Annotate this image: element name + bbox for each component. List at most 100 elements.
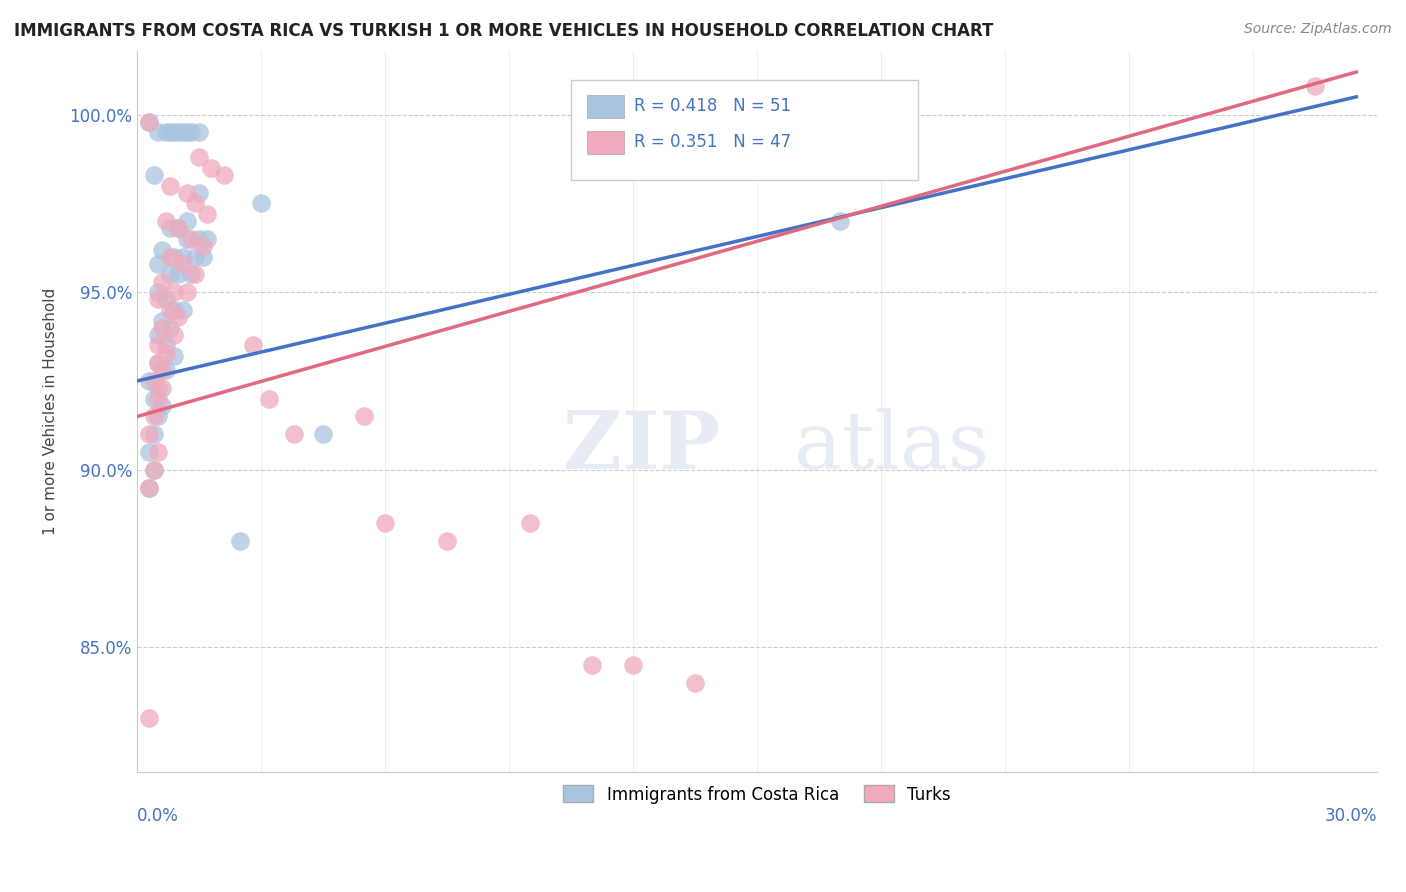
Point xyxy=(146,257,169,271)
Point xyxy=(167,221,190,235)
Text: 30.0%: 30.0% xyxy=(1324,807,1376,825)
Point xyxy=(167,268,190,282)
Point xyxy=(155,363,177,377)
Point xyxy=(150,275,173,289)
Point xyxy=(146,338,169,352)
Point xyxy=(142,409,165,424)
Point xyxy=(138,114,160,128)
Point xyxy=(212,168,235,182)
Point xyxy=(146,356,169,370)
FancyBboxPatch shape xyxy=(571,79,918,180)
Point xyxy=(195,232,218,246)
Point xyxy=(159,320,181,334)
Point xyxy=(150,363,173,377)
Point xyxy=(259,392,281,406)
Point xyxy=(180,125,202,139)
Point xyxy=(159,268,181,282)
Point xyxy=(283,427,305,442)
Text: R = 0.418   N = 51: R = 0.418 N = 51 xyxy=(634,97,792,115)
Text: Source: ZipAtlas.com: Source: ZipAtlas.com xyxy=(1244,22,1392,37)
Point xyxy=(242,338,264,352)
Point xyxy=(180,268,202,282)
Point xyxy=(180,232,202,246)
Point xyxy=(150,313,173,327)
Point xyxy=(138,427,160,442)
Text: atlas: atlas xyxy=(794,409,990,486)
Point xyxy=(184,250,207,264)
Point xyxy=(172,125,194,139)
Point xyxy=(200,161,222,175)
Point xyxy=(150,243,173,257)
Point xyxy=(172,302,194,317)
Point xyxy=(146,285,169,300)
Point xyxy=(167,310,190,324)
Point xyxy=(146,327,169,342)
Point xyxy=(353,409,375,424)
Point xyxy=(436,533,458,548)
Point xyxy=(828,214,851,228)
Point xyxy=(193,250,215,264)
Point xyxy=(150,320,173,334)
Point xyxy=(188,150,211,164)
Point xyxy=(146,293,169,307)
Point xyxy=(188,125,211,139)
Point xyxy=(167,221,190,235)
Point xyxy=(167,125,190,139)
Point xyxy=(163,302,186,317)
Point xyxy=(142,392,165,406)
Point xyxy=(155,338,177,352)
Point xyxy=(312,427,335,442)
Point xyxy=(142,374,165,388)
Point xyxy=(155,345,177,359)
Point xyxy=(155,293,177,307)
Point xyxy=(142,427,165,442)
Point xyxy=(172,257,194,271)
Point xyxy=(184,268,207,282)
Point xyxy=(159,221,181,235)
Point xyxy=(146,125,169,139)
Point xyxy=(146,356,169,370)
Text: ZIP: ZIP xyxy=(562,409,720,486)
Point xyxy=(159,125,181,139)
Point xyxy=(146,409,169,424)
Point xyxy=(138,481,160,495)
Point xyxy=(621,658,644,673)
Point xyxy=(163,285,186,300)
Point xyxy=(146,381,169,395)
FancyBboxPatch shape xyxy=(588,131,624,153)
Point xyxy=(138,481,160,495)
Text: 0.0%: 0.0% xyxy=(138,807,179,825)
Text: IMMIGRANTS FROM COSTA RICA VS TURKISH 1 OR MORE VEHICLES IN HOUSEHOLD CORRELATIO: IMMIGRANTS FROM COSTA RICA VS TURKISH 1 … xyxy=(14,22,994,40)
Point xyxy=(176,214,198,228)
Point xyxy=(138,445,160,459)
Point xyxy=(683,676,706,690)
Point xyxy=(138,374,160,388)
Text: R = 0.351   N = 47: R = 0.351 N = 47 xyxy=(634,133,792,152)
Point xyxy=(163,250,186,264)
Point xyxy=(172,250,194,264)
Point xyxy=(193,239,215,253)
Point xyxy=(188,232,211,246)
Point xyxy=(176,285,198,300)
Point xyxy=(142,463,165,477)
Point xyxy=(374,516,396,530)
Point xyxy=(138,711,160,725)
Point xyxy=(176,232,198,246)
Point xyxy=(581,658,603,673)
Point xyxy=(142,463,165,477)
Point xyxy=(163,327,186,342)
Point xyxy=(188,186,211,200)
Point xyxy=(142,168,165,182)
Y-axis label: 1 or more Vehicles in Household: 1 or more Vehicles in Household xyxy=(44,287,58,535)
Point xyxy=(250,196,273,211)
Point xyxy=(229,533,252,548)
Point xyxy=(163,349,186,363)
Point xyxy=(159,302,181,317)
Point xyxy=(176,186,198,200)
FancyBboxPatch shape xyxy=(588,95,624,118)
Point xyxy=(519,516,541,530)
Point xyxy=(146,392,169,406)
Point xyxy=(138,114,160,128)
Point xyxy=(150,381,173,395)
Point xyxy=(1303,79,1326,94)
